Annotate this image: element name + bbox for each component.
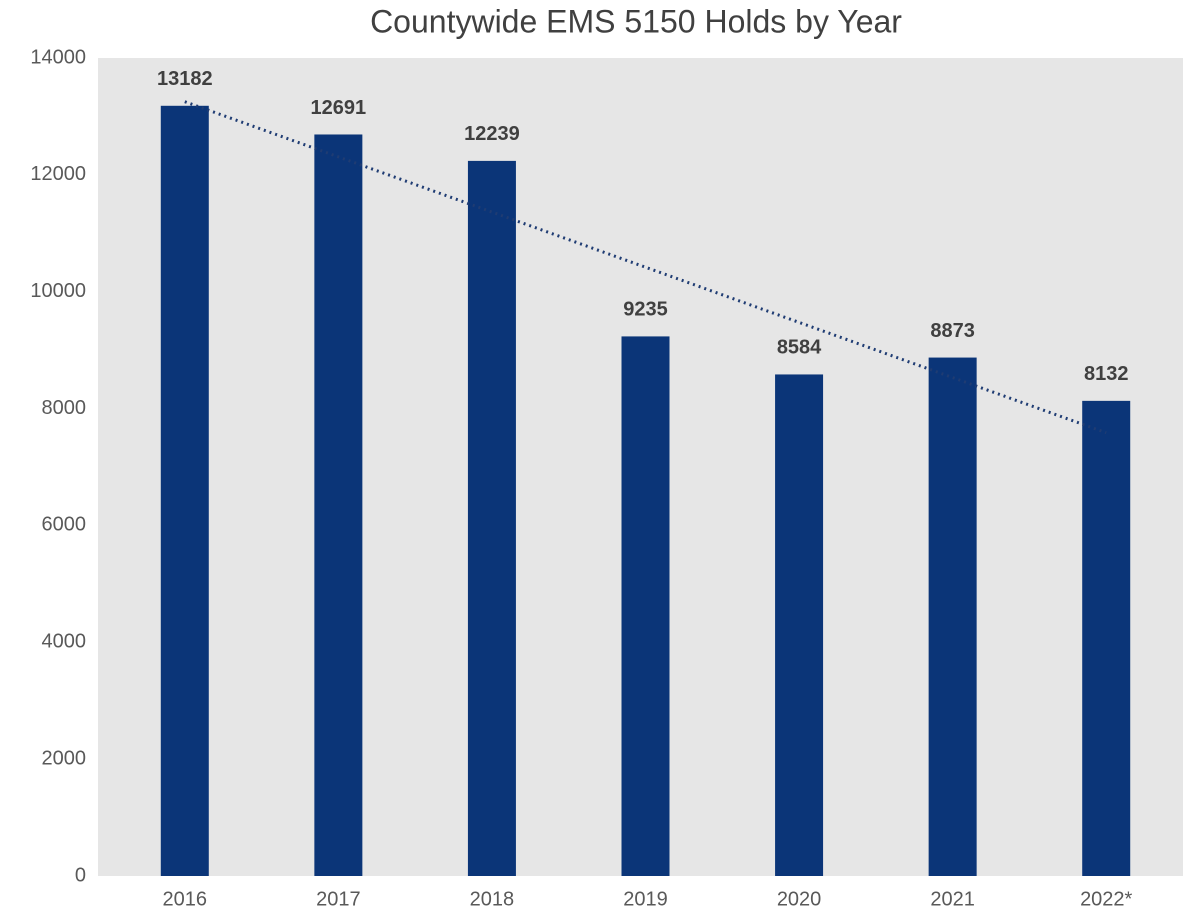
x-tick-label: 2021 xyxy=(930,888,975,910)
bar xyxy=(775,374,824,876)
bar xyxy=(314,134,363,876)
data-label: 9235 xyxy=(623,299,668,321)
bar xyxy=(160,105,209,877)
data-label: 8132 xyxy=(1084,363,1129,385)
y-tick-label: 2000 xyxy=(42,747,87,769)
data-label: 8584 xyxy=(777,337,822,359)
x-tick-label: 2016 xyxy=(163,888,208,910)
trendline xyxy=(184,100,1107,435)
data-label: 12239 xyxy=(464,123,520,145)
y-tick-label: 4000 xyxy=(42,631,87,653)
bar xyxy=(1082,400,1131,876)
bar xyxy=(928,357,977,876)
y-tick-label: 10000 xyxy=(30,280,86,302)
y-tick-label: 12000 xyxy=(30,163,86,185)
x-tick-label: 2017 xyxy=(316,888,361,910)
y-tick-label: 8000 xyxy=(42,397,87,419)
data-label: 12691 xyxy=(311,97,367,119)
y-tick-label: 6000 xyxy=(42,514,87,536)
y-tick-label: 0 xyxy=(75,864,86,886)
bar xyxy=(621,336,670,877)
x-tick-label: 2022* xyxy=(1080,888,1132,910)
y-tick-label: 14000 xyxy=(30,46,86,68)
data-label: 8873 xyxy=(930,320,975,342)
x-tick-label: 2019 xyxy=(623,888,668,910)
data-label: 13182 xyxy=(157,68,213,90)
chart-title: Countywide EMS 5150 Holds by Year xyxy=(370,3,902,39)
bar xyxy=(467,160,516,877)
x-tick-label: 2018 xyxy=(470,888,515,910)
x-tick-label: 2020 xyxy=(777,888,822,910)
